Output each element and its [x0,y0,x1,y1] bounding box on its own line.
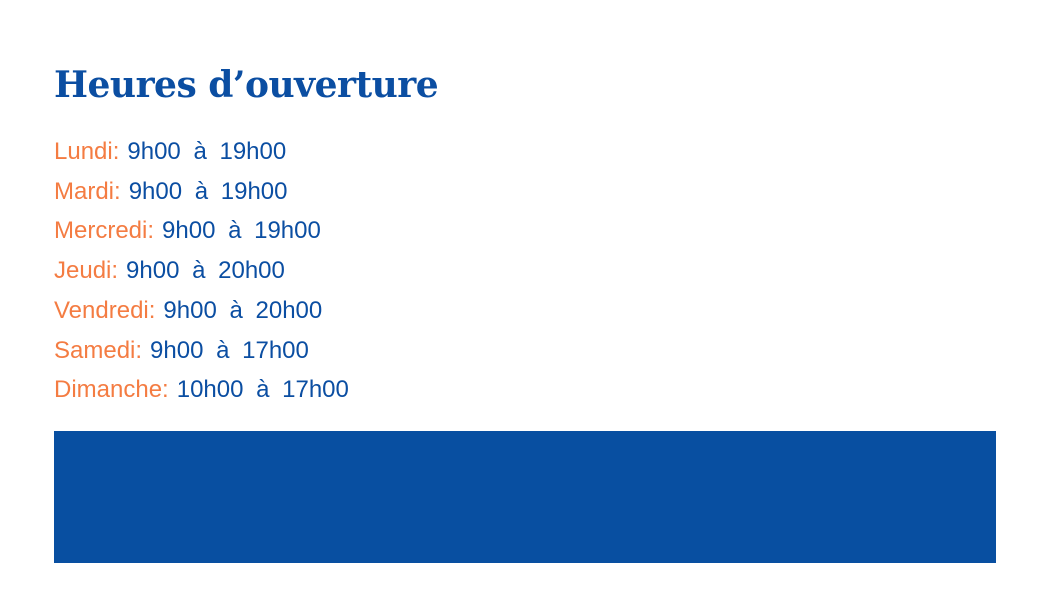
hours-row-jeudi: Jeudi: 9h00 à 20h00 [54,251,349,291]
hours-row-dimanche: Dimanche: 10h00 à 17h00 [54,370,349,410]
hours-row-lundi: Lundi: 9h00 à 19h00 [54,132,349,172]
time-range: 9h00 à 20h00 [126,257,285,285]
time-range: 9h00 à 17h00 [150,336,309,364]
time-range: 9h00 à 19h00 [162,217,321,245]
day-label: Vendredi: [54,296,156,324]
day-label: Dimanche: [54,376,169,404]
day-label: Samedi: [54,336,143,364]
blue-banner [54,431,996,563]
hours-row-mercredi: Mercredi: 9h00 à 19h00 [54,211,349,251]
hours-row-vendredi: Vendredi: 9h00 à 20h00 [54,291,349,331]
hours-row-mardi: Mardi: 9h00 à 19h00 [54,172,349,212]
day-label: Lundi: [54,138,120,165]
page-title: Heures d’ouverture [54,64,439,106]
day-label: Jeudi: [54,257,119,285]
opening-hours-list: Lundi: 9h00 à 19h00 Mardi: 9h00 à 19h00 Me… [54,132,349,410]
day-label: Mercredi: [54,217,155,245]
time-range: 10h00 à 17h00 [176,376,349,404]
hours-row-samedi: Samedi: 9h00 à 17h00 [54,331,349,371]
day-label: Mardi: [54,177,121,205]
time-range: 9h00 à 20h00 [163,296,323,324]
time-range: 9h00 à 19h00 [128,177,288,205]
time-range: 9h00 à 19h00 [127,138,287,165]
